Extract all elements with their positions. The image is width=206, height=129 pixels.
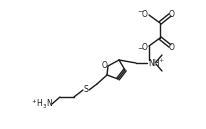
Text: NH: NH xyxy=(147,58,159,67)
Text: −: − xyxy=(136,9,142,15)
Text: S: S xyxy=(83,86,88,95)
Text: −: − xyxy=(136,46,142,52)
Text: $^+$H$_3$N: $^+$H$_3$N xyxy=(30,97,53,111)
Text: O: O xyxy=(141,10,147,18)
Text: O: O xyxy=(168,10,174,18)
Text: O: O xyxy=(102,61,107,70)
Text: O: O xyxy=(168,42,174,51)
Text: +: + xyxy=(157,58,163,62)
Text: O: O xyxy=(141,42,147,51)
